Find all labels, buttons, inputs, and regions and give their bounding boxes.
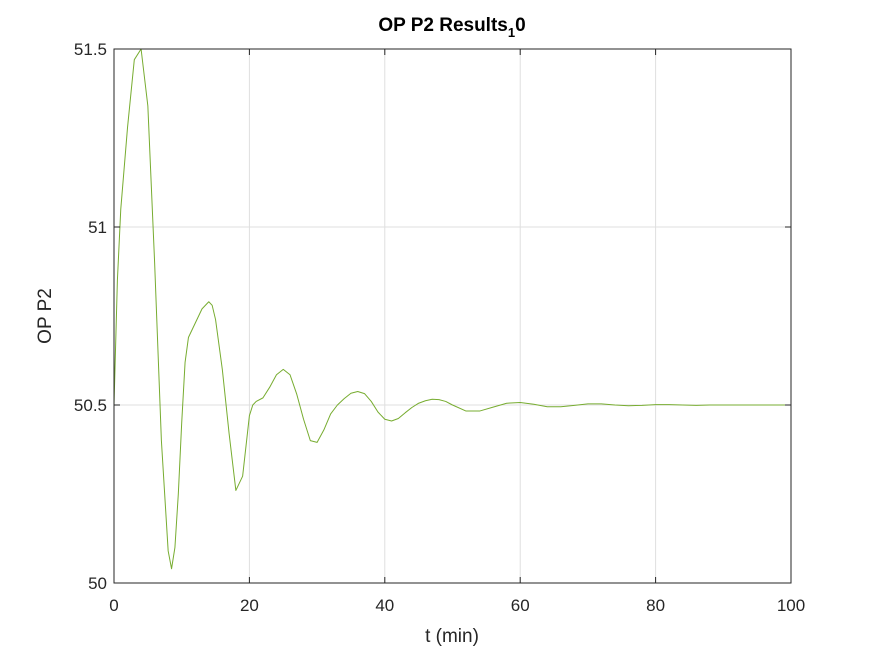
y-tick-label: 51 — [88, 218, 107, 237]
x-tick-labels: 0 20 40 60 80 100 — [109, 596, 805, 615]
y-tick-label: 50 — [88, 574, 107, 593]
ticks — [113, 48, 792, 584]
x-tick-label: 40 — [375, 596, 394, 615]
y-tick-label: 51.5 — [74, 40, 107, 59]
x-tick-label: 20 — [240, 596, 259, 615]
y-tick-labels: 50 50.5 51 51.5 — [74, 40, 107, 593]
x-tick-label: 60 — [511, 596, 530, 615]
chart-title: OP P2 Results10 — [378, 15, 525, 40]
series-line — [113, 48, 791, 570]
plot-area — [114, 49, 791, 583]
axes-box — [113, 48, 792, 584]
series-layer — [113, 48, 791, 570]
x-tick-label: 0 — [109, 596, 118, 615]
y-tick-label: 50.5 — [74, 396, 107, 415]
x-tick-label: 100 — [777, 596, 805, 615]
x-axis-label: t (min) — [425, 626, 479, 647]
y-axis-label: OP P2 — [35, 288, 56, 344]
x-tick-label: 80 — [646, 596, 665, 615]
